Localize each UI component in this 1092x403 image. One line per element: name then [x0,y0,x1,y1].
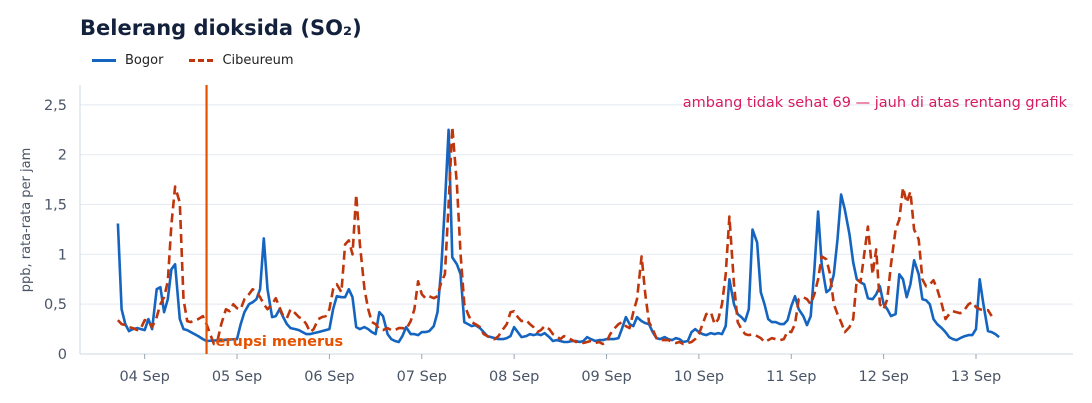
threshold-note: ambang tidak sehat 69 — jauh di atas ren… [683,95,1068,111]
event-label: erupsi menerus [216,334,344,350]
grid-layer [80,104,1073,305]
series-line-cibeureum [116,125,993,346]
axes-layer: 0 0,5 1 1,5 2 2,5 04 Sep 05 Sep 06 Sep 07 Sep 08 S… [44,85,1073,385]
series-line-bogor [116,128,1000,344]
x-tick-label: 05 Sep [212,369,262,385]
legend-label-cibeureum: Cibeureum [222,53,294,68]
y-tick-label: 2 [58,148,67,164]
y-axis-label: ppb, rata-rata per jam [19,148,34,293]
x-tick-label: 08 Sep [489,369,539,385]
y-tick-label: 1 [58,247,67,263]
y-tick-label: 2,5 [44,98,67,114]
x-tick-label: 04 Sep [119,369,169,385]
x-tick-label: 13 Sep [951,369,1001,385]
x-tick-label: 07 Sep [397,369,447,385]
x-tick-label: 10 Sep [674,369,724,385]
x-tick-label: 06 Sep [304,369,354,385]
event-layer: erupsi menerus [205,85,344,354]
legend-item-cibeureum: Cibeureum [189,53,294,68]
y-tick-label: 0 [58,347,67,363]
legend-label-bogor: Bogor [125,53,164,68]
legend-swatch-cibeureum [189,59,214,62]
legend: Bogor Cibeureum [92,53,320,68]
y-tick-label: 1,5 [44,198,67,214]
x-tick-label: 09 Sep [581,369,631,385]
x-tick-label: 12 Sep [858,369,908,385]
series-layer [116,125,1000,346]
legend-swatch-bogor [92,59,116,62]
legend-item-bogor: Bogor [92,53,163,68]
y-tick-label: 0,5 [44,297,67,313]
chart-title: Belerang dioksida (SO₂) [80,16,362,40]
x-tick-label: 11 Sep [766,369,816,385]
